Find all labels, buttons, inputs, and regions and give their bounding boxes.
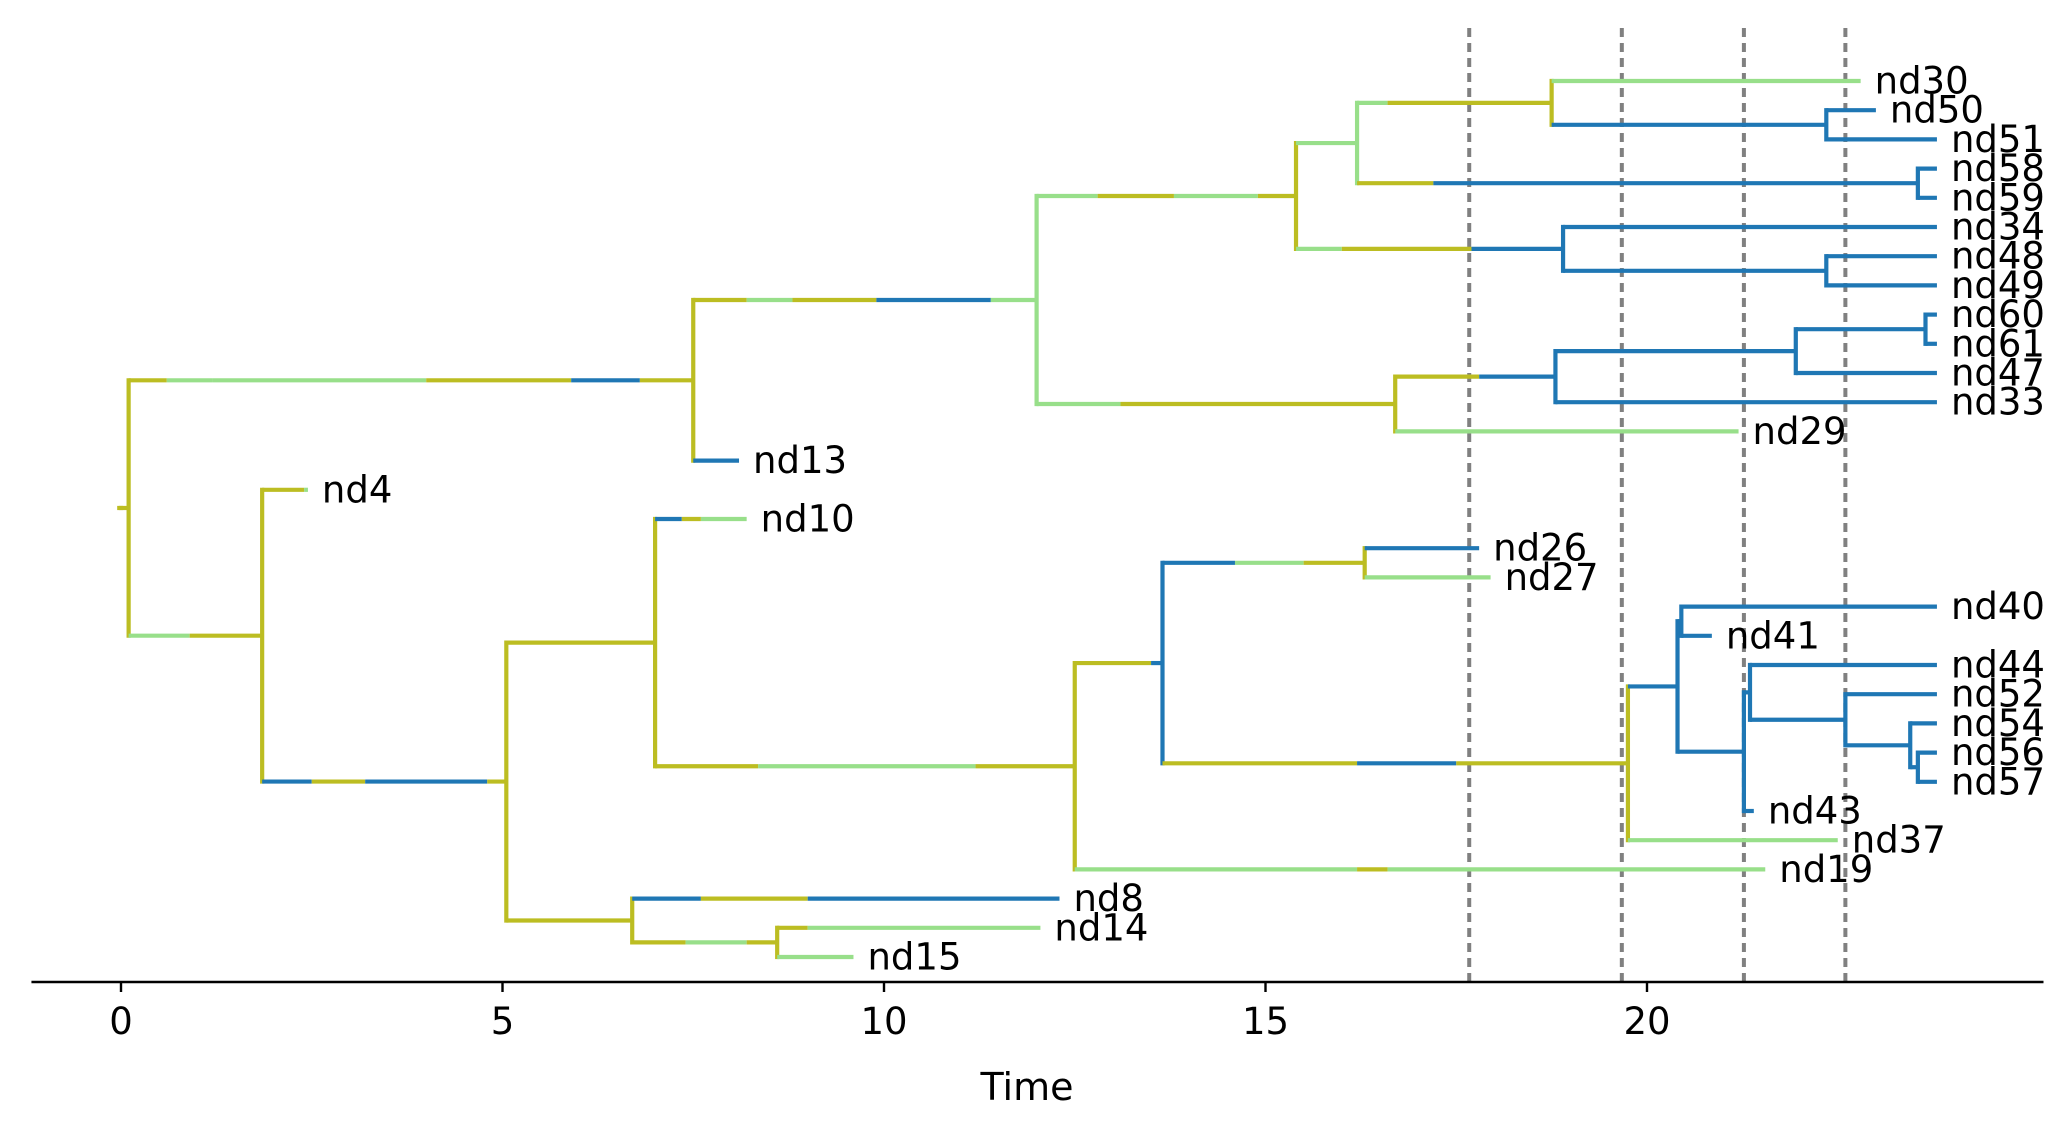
- tip-label: nd30: [1875, 60, 1969, 103]
- tip-label: nd52: [1951, 673, 2045, 716]
- tip-label: nd59: [1951, 176, 2045, 219]
- tip-label: nd37: [1852, 819, 1946, 862]
- x-tick-label: 0: [109, 1000, 133, 1043]
- tip-label: nd56: [1951, 731, 2045, 774]
- tip-label: nd44: [1951, 644, 2045, 687]
- tip-label: nd57: [1951, 760, 2045, 803]
- tip-label: nd43: [1768, 790, 1862, 833]
- tip-label: nd14: [1054, 906, 1148, 949]
- tip-label: nd8: [1073, 877, 1143, 920]
- tip-label: nd40: [1951, 585, 2045, 628]
- tip-label: nd61: [1951, 322, 2045, 365]
- tip-labels: nd30nd50nd51nd58nd59nd34nd48nd49nd60nd61…: [322, 60, 2045, 979]
- x-tick-label: 20: [1623, 1000, 1670, 1043]
- tip-label: nd48: [1951, 235, 2045, 278]
- x-tick-label: 10: [860, 1000, 907, 1043]
- x-axis-title: Time: [980, 1065, 1074, 1109]
- tip-label: nd29: [1753, 410, 1847, 453]
- divider-lines: [1467, 28, 1848, 982]
- tip-label: nd33: [1951, 381, 2045, 424]
- tip-label: nd10: [761, 498, 855, 541]
- tip-label: nd51: [1951, 118, 2045, 161]
- tip-label: nd50: [1890, 89, 1984, 132]
- tip-label: nd49: [1951, 264, 2045, 307]
- tip-label: nd26: [1493, 527, 1587, 570]
- tip-label: nd27: [1505, 556, 1599, 599]
- x-axis: 0 5 10 15 20 Time: [31, 980, 2044, 1109]
- x-axis-ticks: 0 5 10 15 20: [109, 982, 1671, 1043]
- tree-branches: [117, 78, 1937, 960]
- tip-label: nd60: [1951, 293, 2045, 336]
- tip-label: nd19: [1779, 848, 1873, 891]
- tip-label: nd58: [1951, 147, 2045, 190]
- tip-label: nd47: [1951, 352, 2045, 395]
- x-tick-label: 15: [1242, 1000, 1289, 1043]
- tip-label: nd4: [322, 468, 392, 511]
- tip-label: nd15: [867, 936, 961, 979]
- tip-label: nd54: [1951, 702, 2045, 745]
- x-tick-label: 5: [491, 1000, 515, 1043]
- tip-label: nd13: [753, 439, 847, 482]
- tip-label: nd41: [1726, 614, 1820, 657]
- tip-label: nd34: [1951, 206, 2045, 249]
